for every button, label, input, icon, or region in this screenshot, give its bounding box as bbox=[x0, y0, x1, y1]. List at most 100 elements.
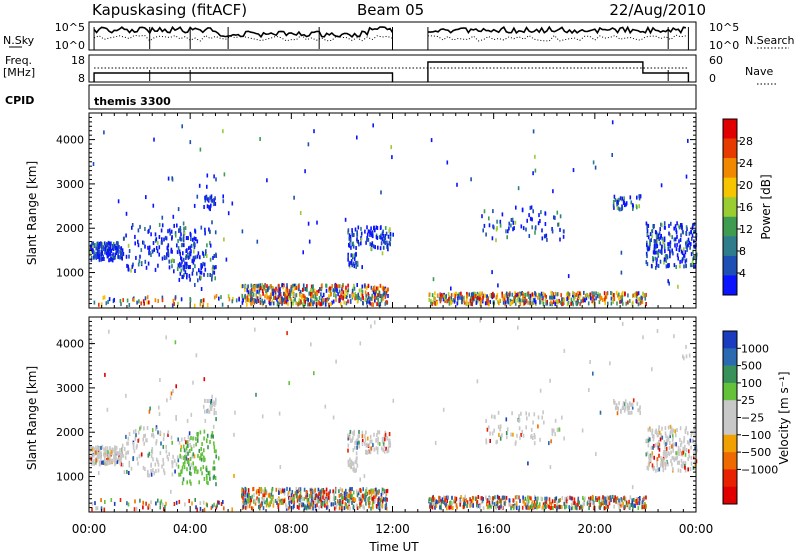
range-cell bbox=[608, 495, 611, 500]
range-cell bbox=[618, 296, 620, 301]
range-cell bbox=[584, 496, 586, 501]
range-cell bbox=[667, 451, 670, 456]
range-cell bbox=[433, 497, 436, 502]
range-cell bbox=[145, 438, 147, 443]
range-cell bbox=[321, 283, 323, 288]
range-cell bbox=[521, 207, 524, 212]
range-cell bbox=[673, 263, 676, 268]
nsky-label: N.Sky bbox=[3, 34, 35, 47]
range-cell bbox=[353, 497, 356, 502]
range-cell bbox=[306, 495, 308, 500]
range-cell bbox=[190, 249, 192, 254]
range-cell bbox=[675, 451, 678, 456]
range-cell bbox=[573, 291, 575, 296]
range-cell bbox=[602, 495, 604, 500]
range-cell bbox=[348, 236, 351, 241]
range-cell bbox=[142, 465, 145, 470]
range-cell bbox=[183, 448, 186, 453]
range-cell bbox=[541, 506, 543, 511]
range-cell bbox=[133, 507, 136, 512]
x-tick-label: 08:00 bbox=[274, 522, 309, 536]
range-cell bbox=[486, 502, 488, 507]
range-cell bbox=[665, 449, 668, 454]
range-cell bbox=[387, 448, 390, 453]
range-cell bbox=[335, 283, 337, 288]
freq-tick-hi: 18 bbox=[71, 54, 85, 67]
range-cell bbox=[672, 251, 674, 256]
range-cell bbox=[159, 430, 162, 435]
range-cell bbox=[352, 467, 354, 472]
range-cell bbox=[624, 504, 626, 509]
range-cell bbox=[186, 273, 188, 277]
range-cell bbox=[298, 503, 301, 508]
range-cell bbox=[289, 487, 291, 492]
range-cell bbox=[167, 176, 170, 181]
colorbar-tick-label: 100 bbox=[741, 377, 762, 390]
range-cell bbox=[266, 284, 268, 289]
range-cell bbox=[185, 456, 188, 461]
range-cell bbox=[374, 289, 376, 294]
range-cell bbox=[142, 505, 144, 510]
range-cell bbox=[227, 211, 230, 216]
range-cell bbox=[333, 497, 336, 502]
colorbar-swatch bbox=[723, 177, 737, 198]
range-cell bbox=[432, 277, 435, 282]
range-cell bbox=[601, 499, 604, 504]
range-cell bbox=[673, 237, 676, 242]
range-cell bbox=[370, 324, 372, 329]
range-cell bbox=[655, 261, 658, 265]
range-cell bbox=[126, 263, 128, 268]
range-cell bbox=[367, 229, 370, 234]
range-cell bbox=[210, 506, 213, 510]
range-cell bbox=[680, 463, 683, 468]
range-cell bbox=[93, 453, 95, 458]
range-cell bbox=[655, 265, 657, 270]
range-cell bbox=[505, 417, 508, 422]
range-cell bbox=[192, 461, 194, 466]
range-cell bbox=[188, 273, 191, 278]
range-cell bbox=[343, 506, 346, 511]
range-cell bbox=[150, 462, 152, 467]
freq-trace bbox=[93, 61, 690, 82]
range-cell bbox=[269, 297, 271, 302]
range-cell bbox=[329, 289, 332, 294]
range-cell bbox=[300, 300, 302, 305]
range-cell bbox=[100, 249, 103, 254]
range-cell bbox=[600, 296, 603, 300]
range-cell bbox=[299, 289, 302, 294]
range-cell bbox=[387, 446, 390, 451]
range-cell bbox=[450, 296, 452, 300]
range-cell bbox=[341, 495, 344, 500]
range-cell bbox=[561, 297, 563, 302]
range-cell bbox=[535, 293, 538, 298]
range-cell bbox=[671, 248, 673, 253]
range-cell bbox=[684, 465, 686, 470]
range-cell bbox=[660, 247, 663, 252]
range-cell bbox=[438, 296, 441, 301]
range-cell bbox=[500, 498, 502, 503]
range-cell bbox=[661, 244, 663, 249]
range-cell bbox=[274, 290, 277, 295]
range-cell bbox=[149, 406, 151, 411]
range-cell bbox=[299, 498, 301, 503]
range-cell bbox=[430, 504, 432, 509]
range-cell bbox=[663, 450, 665, 454]
range-cell bbox=[92, 460, 94, 465]
range-cell bbox=[651, 428, 654, 433]
range-cell bbox=[318, 505, 320, 510]
range-cell bbox=[348, 494, 351, 499]
range-cell bbox=[696, 448, 698, 453]
range-cell bbox=[479, 496, 482, 501]
range-cell bbox=[538, 292, 540, 297]
range-cell bbox=[223, 237, 225, 242]
range-cell bbox=[119, 255, 122, 260]
range-cell bbox=[191, 259, 194, 264]
range-cell bbox=[686, 247, 688, 252]
range-cell bbox=[340, 301, 342, 306]
range-cell bbox=[480, 500, 483, 505]
range-cell bbox=[613, 400, 615, 405]
range-cell bbox=[341, 503, 343, 508]
range-cell bbox=[350, 490, 352, 495]
range-cell bbox=[175, 462, 178, 467]
range-cell bbox=[360, 231, 363, 236]
